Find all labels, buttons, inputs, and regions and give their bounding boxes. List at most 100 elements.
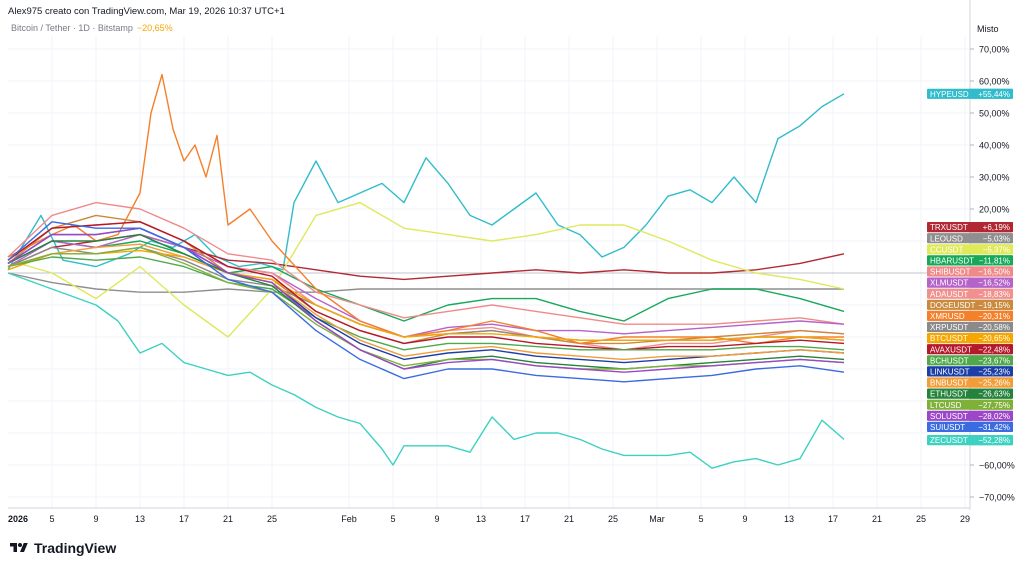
- x-tick-label: 5: [390, 514, 395, 524]
- legend-tag-adausdt: ADAUSDT −18,83%: [927, 288, 1013, 299]
- legend-tag-trxusdt: TRXUSDT +6,19%: [927, 222, 1013, 233]
- x-tick-label: 13: [784, 514, 794, 524]
- legend-series-value: −23,67%: [978, 356, 1010, 365]
- legend-series-value: −16,50%: [978, 268, 1010, 277]
- legend-tag-suiusdt: SUIUSDT −31,42%: [927, 421, 1013, 432]
- legend-series-value: −26,63%: [978, 390, 1010, 399]
- series-line-leousd: [7, 272, 844, 293]
- legend-tag-ccusdt: CCUSDT −5,37%: [927, 244, 1013, 255]
- series-line-hbarusdt: [7, 240, 845, 322]
- series-line-ccusdt: [7, 201, 845, 338]
- series-line-xlmusdt: [7, 233, 845, 338]
- y-tick-label: −60,00%: [979, 461, 1015, 471]
- legend-series-name: SOLUSDT: [930, 412, 968, 421]
- legend-series-name: ETHUSDT: [930, 390, 968, 399]
- series-line-ltcusd: [7, 246, 845, 370]
- brand: TradingView: [8, 540, 116, 556]
- series-line-shibusdt: [7, 201, 845, 325]
- legend-tag-xrpusdt: XRPUSDT −20,58%: [927, 321, 1013, 333]
- legend: HYPEUSD +55,44%TRXUSDT +6,19%LEOUSD −5,03%C…: [927, 88, 1013, 446]
- series-line-hypeusd: [7, 93, 845, 271]
- legend-tag-hbarusdt: HBARUSDT −11,81%: [927, 255, 1013, 266]
- symbol-title: Bitcoin / Tether · 1D · Bitstamp: [11, 23, 133, 33]
- legend-series-name: BNBUSDT: [930, 379, 968, 388]
- x-tick-label: 5: [698, 514, 703, 524]
- x-tick-label: 21: [223, 514, 233, 524]
- legend-tag-avaxusdt: AVAXUSDT −22,48%: [927, 344, 1013, 355]
- legend-series-name: TRXUSDT: [930, 223, 968, 232]
- legend-tag-value-bg: [969, 321, 1013, 333]
- x-tick-label: 21: [872, 514, 882, 524]
- series-line-bnbusdt: [7, 243, 845, 361]
- legend-series-value: −25,23%: [978, 368, 1010, 377]
- series-line-ethusdt: [7, 233, 845, 370]
- y-tick-label: −70,00%: [979, 493, 1015, 503]
- legend-tag-dogeusdt: DOGEUSDT −19,15%: [927, 299, 1013, 310]
- series-line-zecusdt: [7, 272, 845, 469]
- series-lines: [7, 73, 845, 469]
- legend-tag-value-bg: [969, 355, 1013, 366]
- legend-tag-bnbusdt: BNBUSDT −25,26%: [927, 377, 1013, 388]
- x-tick-label: 13: [476, 514, 486, 524]
- x-tick-label: 29: [960, 514, 970, 524]
- legend-series-value: −20,65%: [978, 334, 1010, 343]
- series-line-avaxusdt: [7, 221, 845, 351]
- legend-tag-value-bg: [969, 388, 1013, 399]
- legend-tag-zecusdt: ZECUSDT −52,28%: [927, 435, 1013, 446]
- legend-tag-value-bg: [969, 233, 1013, 244]
- y-tick-label: 40,00%: [979, 141, 1010, 151]
- legend-tag-value-bg: [969, 410, 1013, 421]
- legend-series-value: −18,83%: [978, 290, 1010, 299]
- legend-series-value: −5,37%: [983, 245, 1010, 254]
- x-tick-label: 13: [135, 514, 145, 524]
- legend-series-value: −28,02%: [978, 412, 1010, 421]
- series-line-btcusdt: [7, 249, 845, 341]
- y-tick-label: 50,00%: [979, 109, 1010, 119]
- legend-tag-xmrusd: XMRUSD −20,31%: [927, 310, 1013, 321]
- legend-tag-value-bg: [969, 244, 1013, 255]
- legend-series-value: −27,75%: [978, 401, 1010, 410]
- x-tick-label: 5: [49, 514, 54, 524]
- legend-series-name: BTCUSDT: [930, 334, 968, 343]
- author-line: Alex975 creato con TradingView.com, Mar …: [8, 6, 285, 17]
- legend-series-value: −11,81%: [979, 257, 1010, 266]
- legend-tag-ltcusd: LTCUSD −27,75%: [927, 399, 1013, 410]
- legend-series-value: −25,26%: [978, 379, 1010, 388]
- y-tick-label: 60,00%: [979, 77, 1010, 87]
- legend-series-name: LTCUSD: [930, 401, 962, 410]
- x-tick-label: 25: [608, 514, 618, 524]
- series-line-bchusdt: [7, 256, 845, 351]
- legend-series-name: AVAXUSDT: [930, 345, 972, 354]
- legend-tag-value-bg: [969, 377, 1013, 388]
- legend-series-value: −52,28%: [978, 436, 1010, 445]
- x-tick-label: Feb: [341, 514, 357, 524]
- x-tick-label: 9: [93, 514, 98, 524]
- series-line-suiusdt: [7, 221, 845, 383]
- legend-tag-value-bg: [969, 266, 1013, 277]
- x-tick-label: 2026: [8, 514, 28, 524]
- legend-series-name: ZECUSDT: [930, 436, 968, 445]
- legend-series-name: LEOUSD: [930, 234, 963, 243]
- symbol-line[interactable]: Bitcoin / Tether · 1D · Bitstamp −20,65%: [11, 23, 173, 33]
- legend-series-name: HBARUSDT: [930, 257, 974, 266]
- legend-tag-linkusdt: LINKUSDT −25,23%: [927, 366, 1013, 377]
- legend-tag-value-bg: [969, 255, 1013, 266]
- x-tick-label: Mar: [649, 514, 665, 524]
- legend-tag-btcusdt: BTCUSDT −20,65%: [927, 333, 1013, 344]
- legend-series-name: XRPUSDT: [930, 323, 968, 332]
- brand-name: TradingView: [34, 540, 117, 556]
- legend-tag-value-bg: [969, 333, 1013, 344]
- legend-tag-value-bg: [969, 299, 1013, 310]
- x-tick-label: 17: [828, 514, 838, 524]
- scale-mode-label[interactable]: Misto: [977, 24, 999, 34]
- x-tick-label: 17: [179, 514, 189, 524]
- x-tick-label: 17: [520, 514, 530, 524]
- tradingview-logo-icon: [10, 543, 28, 552]
- legend-series-name: SUIUSDT: [930, 423, 965, 432]
- legend-series-value: −19,15%: [978, 301, 1010, 310]
- legend-series-value: −22,48%: [978, 345, 1010, 354]
- legend-tag-bchusdt: BCHUSDT −23,67%: [927, 355, 1013, 366]
- legend-tag-ethusdt: ETHUSDT −26,63%: [927, 388, 1013, 399]
- legend-tag-value-bg: [969, 222, 1013, 233]
